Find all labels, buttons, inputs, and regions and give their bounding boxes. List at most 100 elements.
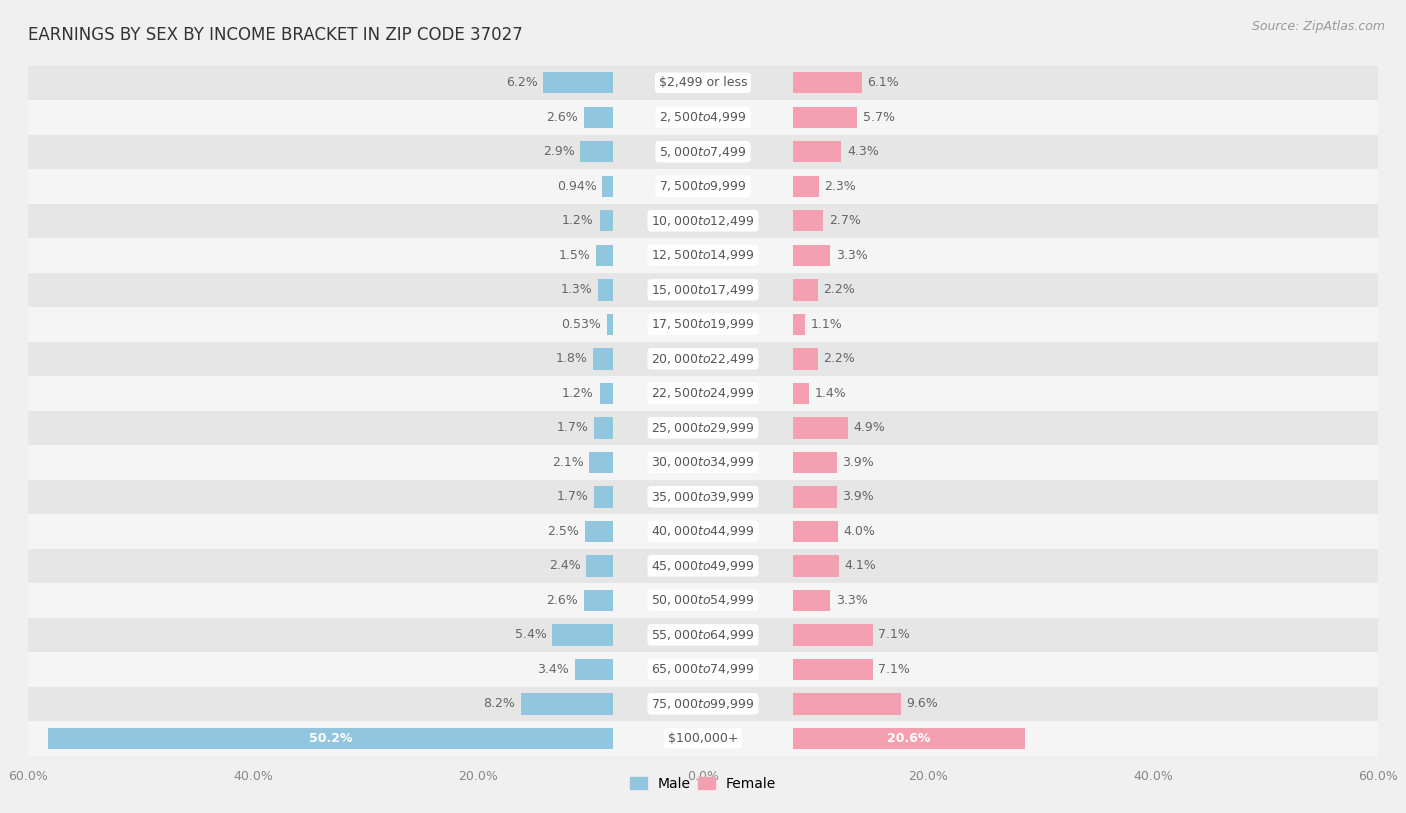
Bar [28,549,1378,583]
Text: 1.3%: 1.3% [561,283,593,296]
Text: $35,000 to $39,999: $35,000 to $39,999 [651,489,755,504]
Bar [793,72,862,93]
Text: 6.1%: 6.1% [868,76,898,89]
Text: 3.3%: 3.3% [835,593,868,606]
Text: 3.9%: 3.9% [842,456,875,469]
Text: 5.4%: 5.4% [515,628,547,641]
Text: 3.3%: 3.3% [835,249,868,262]
Text: EARNINGS BY SEX BY INCOME BRACKET IN ZIP CODE 37027: EARNINGS BY SEX BY INCOME BRACKET IN ZIP… [28,26,523,44]
Bar [793,210,824,232]
Bar [28,134,1378,169]
Bar [793,141,841,163]
Bar [793,245,830,266]
Text: $15,000 to $17,499: $15,000 to $17,499 [651,283,755,297]
Bar [793,417,848,438]
Text: $40,000 to $44,999: $40,000 to $44,999 [651,524,755,538]
Bar [28,445,1378,480]
Bar [793,348,818,369]
Bar [793,624,873,646]
Bar [28,203,1378,238]
Text: $20,000 to $22,499: $20,000 to $22,499 [651,352,755,366]
Bar [586,555,613,576]
Text: 1.4%: 1.4% [814,387,846,400]
Bar [28,307,1378,341]
Bar [28,687,1378,721]
Bar [28,100,1378,134]
Text: $7,500 to $9,999: $7,500 to $9,999 [659,180,747,193]
Text: 20.6%: 20.6% [887,732,931,745]
Bar [793,314,806,335]
Bar [793,279,818,301]
Bar [28,238,1378,272]
Text: 3.4%: 3.4% [537,663,569,676]
Bar [28,376,1378,411]
Text: $17,500 to $19,999: $17,500 to $19,999 [651,317,755,332]
Bar [793,659,873,680]
Bar [599,383,613,404]
Text: 2.4%: 2.4% [548,559,581,572]
Text: 7.1%: 7.1% [879,663,910,676]
Text: $65,000 to $74,999: $65,000 to $74,999 [651,663,755,676]
Bar [793,555,839,576]
Legend: Male, Female: Male, Female [624,771,782,796]
Bar [28,341,1378,376]
Text: $10,000 to $12,499: $10,000 to $12,499 [651,214,755,228]
Bar [520,693,613,715]
Bar [48,728,613,749]
Text: $45,000 to $49,999: $45,000 to $49,999 [651,559,755,573]
Text: $50,000 to $54,999: $50,000 to $54,999 [651,593,755,607]
Text: $30,000 to $34,999: $30,000 to $34,999 [651,455,755,469]
Text: $22,500 to $24,999: $22,500 to $24,999 [651,386,755,400]
Bar [28,652,1378,687]
Bar [599,279,613,301]
Bar [28,514,1378,549]
Text: $2,500 to $4,999: $2,500 to $4,999 [659,111,747,124]
Text: Source: ZipAtlas.com: Source: ZipAtlas.com [1251,20,1385,33]
Text: 2.7%: 2.7% [830,215,860,228]
Bar [585,520,613,542]
Bar [599,210,613,232]
Text: 3.9%: 3.9% [842,490,875,503]
Text: 2.1%: 2.1% [553,456,583,469]
Bar [793,520,838,542]
Text: $25,000 to $29,999: $25,000 to $29,999 [651,421,755,435]
Text: $100,000+: $100,000+ [668,732,738,745]
Text: 8.2%: 8.2% [484,698,515,711]
Bar [793,452,837,473]
Bar [793,589,830,611]
Text: 2.2%: 2.2% [824,352,855,365]
Bar [607,314,613,335]
Bar [583,589,613,611]
Bar [581,141,613,163]
Text: $5,000 to $7,499: $5,000 to $7,499 [659,145,747,159]
Bar [593,417,613,438]
Text: 4.0%: 4.0% [844,525,876,538]
Text: 2.9%: 2.9% [543,146,575,159]
Bar [602,176,613,197]
Bar [28,583,1378,618]
Text: 0.94%: 0.94% [557,180,596,193]
Bar [28,272,1378,307]
Bar [793,728,1025,749]
Bar [575,659,613,680]
Bar [28,721,1378,755]
Text: $55,000 to $64,999: $55,000 to $64,999 [651,628,755,641]
Bar [793,486,837,507]
Bar [593,348,613,369]
Bar [28,66,1378,100]
Bar [793,693,901,715]
Text: 4.1%: 4.1% [845,559,876,572]
Text: 2.6%: 2.6% [547,593,578,606]
Text: $2,499 or less: $2,499 or less [659,76,747,89]
Text: 4.9%: 4.9% [853,421,886,434]
Text: 50.2%: 50.2% [309,732,353,745]
Bar [793,176,818,197]
Bar [553,624,613,646]
Text: $75,000 to $99,999: $75,000 to $99,999 [651,697,755,711]
Text: 2.5%: 2.5% [547,525,579,538]
Text: 1.2%: 1.2% [562,387,593,400]
Text: 9.6%: 9.6% [907,698,938,711]
Text: 1.7%: 1.7% [557,490,588,503]
Text: 2.6%: 2.6% [547,111,578,124]
Bar [596,245,613,266]
